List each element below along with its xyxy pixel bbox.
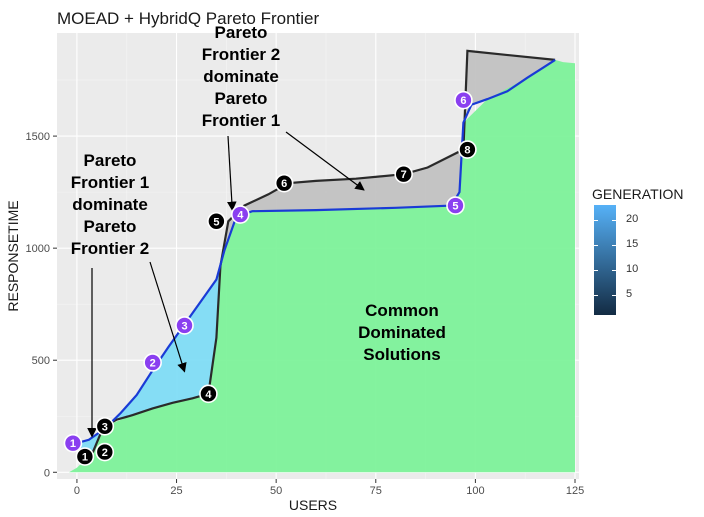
x-tick-label: 50: [270, 485, 282, 497]
x-tick-label: 75: [370, 485, 382, 497]
annotation-arrow: [285, 131, 365, 191]
frontier-2-point: [458, 140, 477, 159]
legend-tick-label: 10: [626, 263, 639, 275]
annotation-text: Pareto Frontier 2 dominate Pareto Frontier 1: [202, 23, 280, 130]
annotation-text: Common Dominated Solutions: [358, 301, 446, 364]
frontier-2-point: [95, 442, 115, 462]
frontier-2-point: [199, 384, 218, 404]
y-tick-label: 1500: [26, 131, 50, 143]
legend-tick-mark: [594, 245, 598, 246]
legend-tick-label: 20: [626, 213, 639, 225]
frontier-2-point: [75, 447, 95, 466]
point-label: 3: [181, 320, 187, 332]
legend-tick-mark: [612, 220, 616, 221]
legend-colorbar: [594, 205, 616, 315]
legend-title: GENERATION: [592, 186, 684, 202]
point-label: 6: [460, 95, 466, 107]
point-label: 5: [452, 201, 458, 213]
x-tick-label: 0: [74, 485, 80, 497]
point-label: 4: [205, 389, 212, 401]
annotation-text: Pareto Frontier 1 dominate Pareto Frontier 2: [71, 151, 149, 258]
annotation-arrow: [149, 261, 187, 373]
legend-tick-mark: [612, 270, 616, 271]
y-axis-label: RESPONSETIME: [5, 200, 21, 311]
region-frontier-2-dominates: [220, 50, 556, 267]
frontier-1-point: [175, 316, 194, 335]
x-tick-label: 125: [566, 485, 584, 497]
legend-tick-mark: [594, 295, 598, 296]
legend-tick-mark: [594, 220, 598, 221]
point-label: 1: [82, 452, 88, 464]
annotation-arrows: [87, 131, 365, 438]
legend-tick-label: 5: [626, 288, 633, 300]
chart-title: MOEAD + HybridQ Pareto Frontier: [57, 9, 320, 28]
point-label: 1: [70, 438, 76, 450]
point-label: 3: [102, 421, 108, 433]
annotation-layer: Pareto Frontier 1 dominate Pareto Frontier 2…: [71, 23, 446, 364]
point-label: 8: [464, 145, 470, 157]
frontier-2-point: [274, 173, 294, 193]
frontier-2-point: [95, 417, 115, 436]
x-tick-label: 25: [170, 485, 182, 497]
frontier-1-point: [454, 90, 473, 110]
legend-tick-mark: [594, 270, 598, 271]
point-label: 2: [150, 357, 156, 369]
point-label: 4: [237, 210, 244, 222]
frontier-1-point: [446, 196, 465, 215]
frontier-1-point: [143, 353, 162, 372]
frontier-1-point: [230, 205, 250, 224]
x-tick-label: 100: [466, 485, 484, 497]
y-tick-label: 1000: [26, 243, 50, 255]
legend-tick-mark: [612, 245, 616, 246]
point-label: 7: [401, 169, 407, 181]
frontier-2-point: [394, 164, 413, 184]
frontier-2-point: [207, 211, 226, 231]
point-layer: 1 2 3 4 5 6 1 2 3 4 5 6 7 8: [63, 90, 477, 466]
point-label: 2: [102, 447, 108, 459]
point-label: 6: [281, 178, 287, 190]
point-label: 5: [213, 216, 219, 228]
legend-tick-mark: [612, 295, 616, 296]
frontier-1-point: [63, 433, 83, 453]
y-tick-label: 500: [32, 355, 50, 367]
generation-legend: GENERATION 5 10 15 20: [592, 186, 684, 315]
x-axis-label: USERS: [289, 497, 337, 513]
legend-tick-label: 15: [626, 238, 639, 250]
annotation-arrow: [227, 135, 237, 212]
y-tick-label: 0: [44, 467, 50, 479]
region-frontier-1-dominates: [76, 250, 225, 457]
region-common-dominated: [69, 59, 575, 473]
